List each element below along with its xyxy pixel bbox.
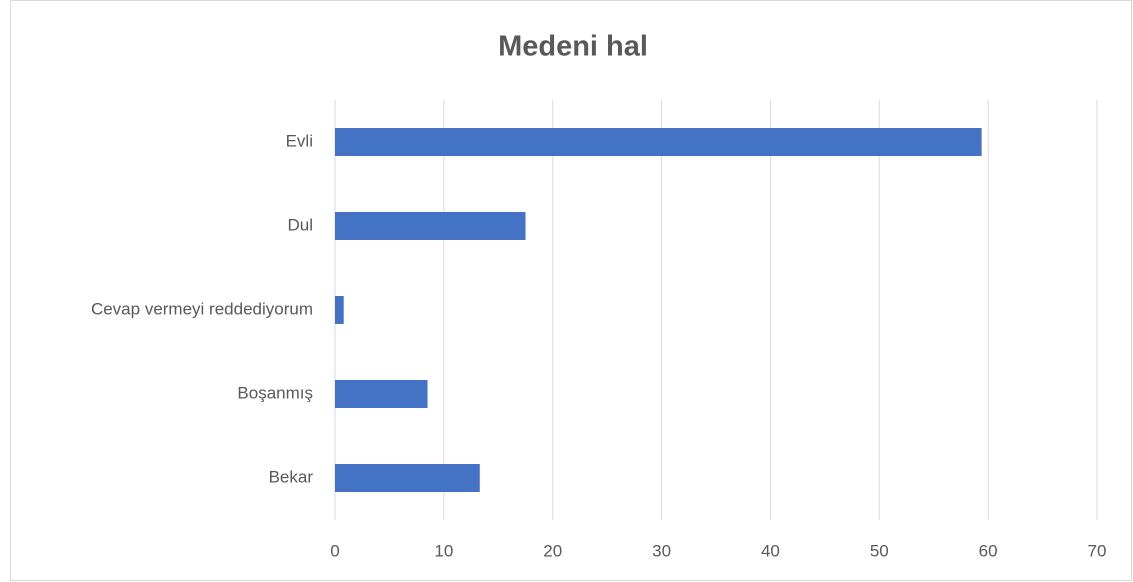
bar [335, 464, 480, 492]
y-tick-label: Cevap vermeyi reddediyorum [91, 299, 313, 318]
y-tick-label: Bekar [269, 467, 314, 486]
x-tick-label: 20 [543, 541, 562, 560]
bar [335, 296, 344, 324]
x-tick-label: 10 [434, 541, 453, 560]
bar [335, 380, 428, 408]
bar [335, 212, 526, 240]
x-tick-label: 40 [761, 541, 780, 560]
x-tick-label: 30 [652, 541, 671, 560]
chart-frame [10, 0, 1132, 581]
y-tick-label: Boşanmış [237, 383, 313, 402]
x-tick-label: 0 [330, 541, 339, 560]
y-tick-label: Evli [286, 131, 313, 150]
y-tick-label: Dul [287, 215, 313, 234]
x-tick-label: 60 [979, 541, 998, 560]
chart-title: Medeni hal [498, 31, 648, 63]
bar [335, 128, 982, 156]
x-tick-label: 70 [1088, 541, 1107, 560]
x-tick-label: 50 [870, 541, 889, 560]
